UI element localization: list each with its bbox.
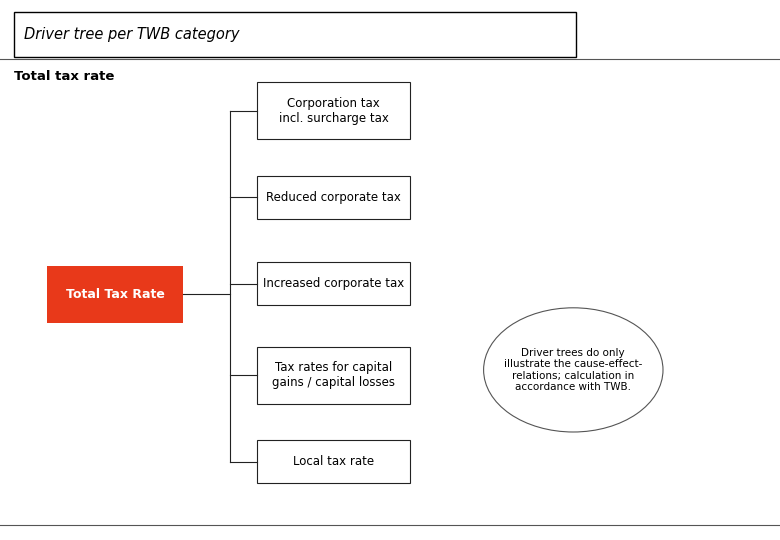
FancyBboxPatch shape xyxy=(14,12,576,57)
Text: Local tax rate: Local tax rate xyxy=(292,455,374,468)
FancyBboxPatch shape xyxy=(257,82,410,139)
FancyBboxPatch shape xyxy=(257,440,410,483)
Ellipse shape xyxy=(484,308,663,432)
FancyBboxPatch shape xyxy=(257,262,410,305)
Text: Driver trees do only
illustrate the cause-effect-
relations; calculation in
acco: Driver trees do only illustrate the caus… xyxy=(504,348,643,392)
Text: Driver tree per TWB category: Driver tree per TWB category xyxy=(24,27,239,42)
Text: Total Tax Rate: Total Tax Rate xyxy=(66,288,165,301)
Text: Increased corporate tax: Increased corporate tax xyxy=(263,277,404,290)
Text: Reduced corporate tax: Reduced corporate tax xyxy=(266,191,401,204)
Text: Tax rates for capital
gains / capital losses: Tax rates for capital gains / capital lo… xyxy=(272,361,395,389)
Text: Total tax rate: Total tax rate xyxy=(14,70,115,83)
Text: Corporation tax
incl. surcharge tax: Corporation tax incl. surcharge tax xyxy=(278,97,388,125)
FancyBboxPatch shape xyxy=(257,176,410,219)
FancyBboxPatch shape xyxy=(47,266,183,322)
FancyBboxPatch shape xyxy=(257,347,410,404)
